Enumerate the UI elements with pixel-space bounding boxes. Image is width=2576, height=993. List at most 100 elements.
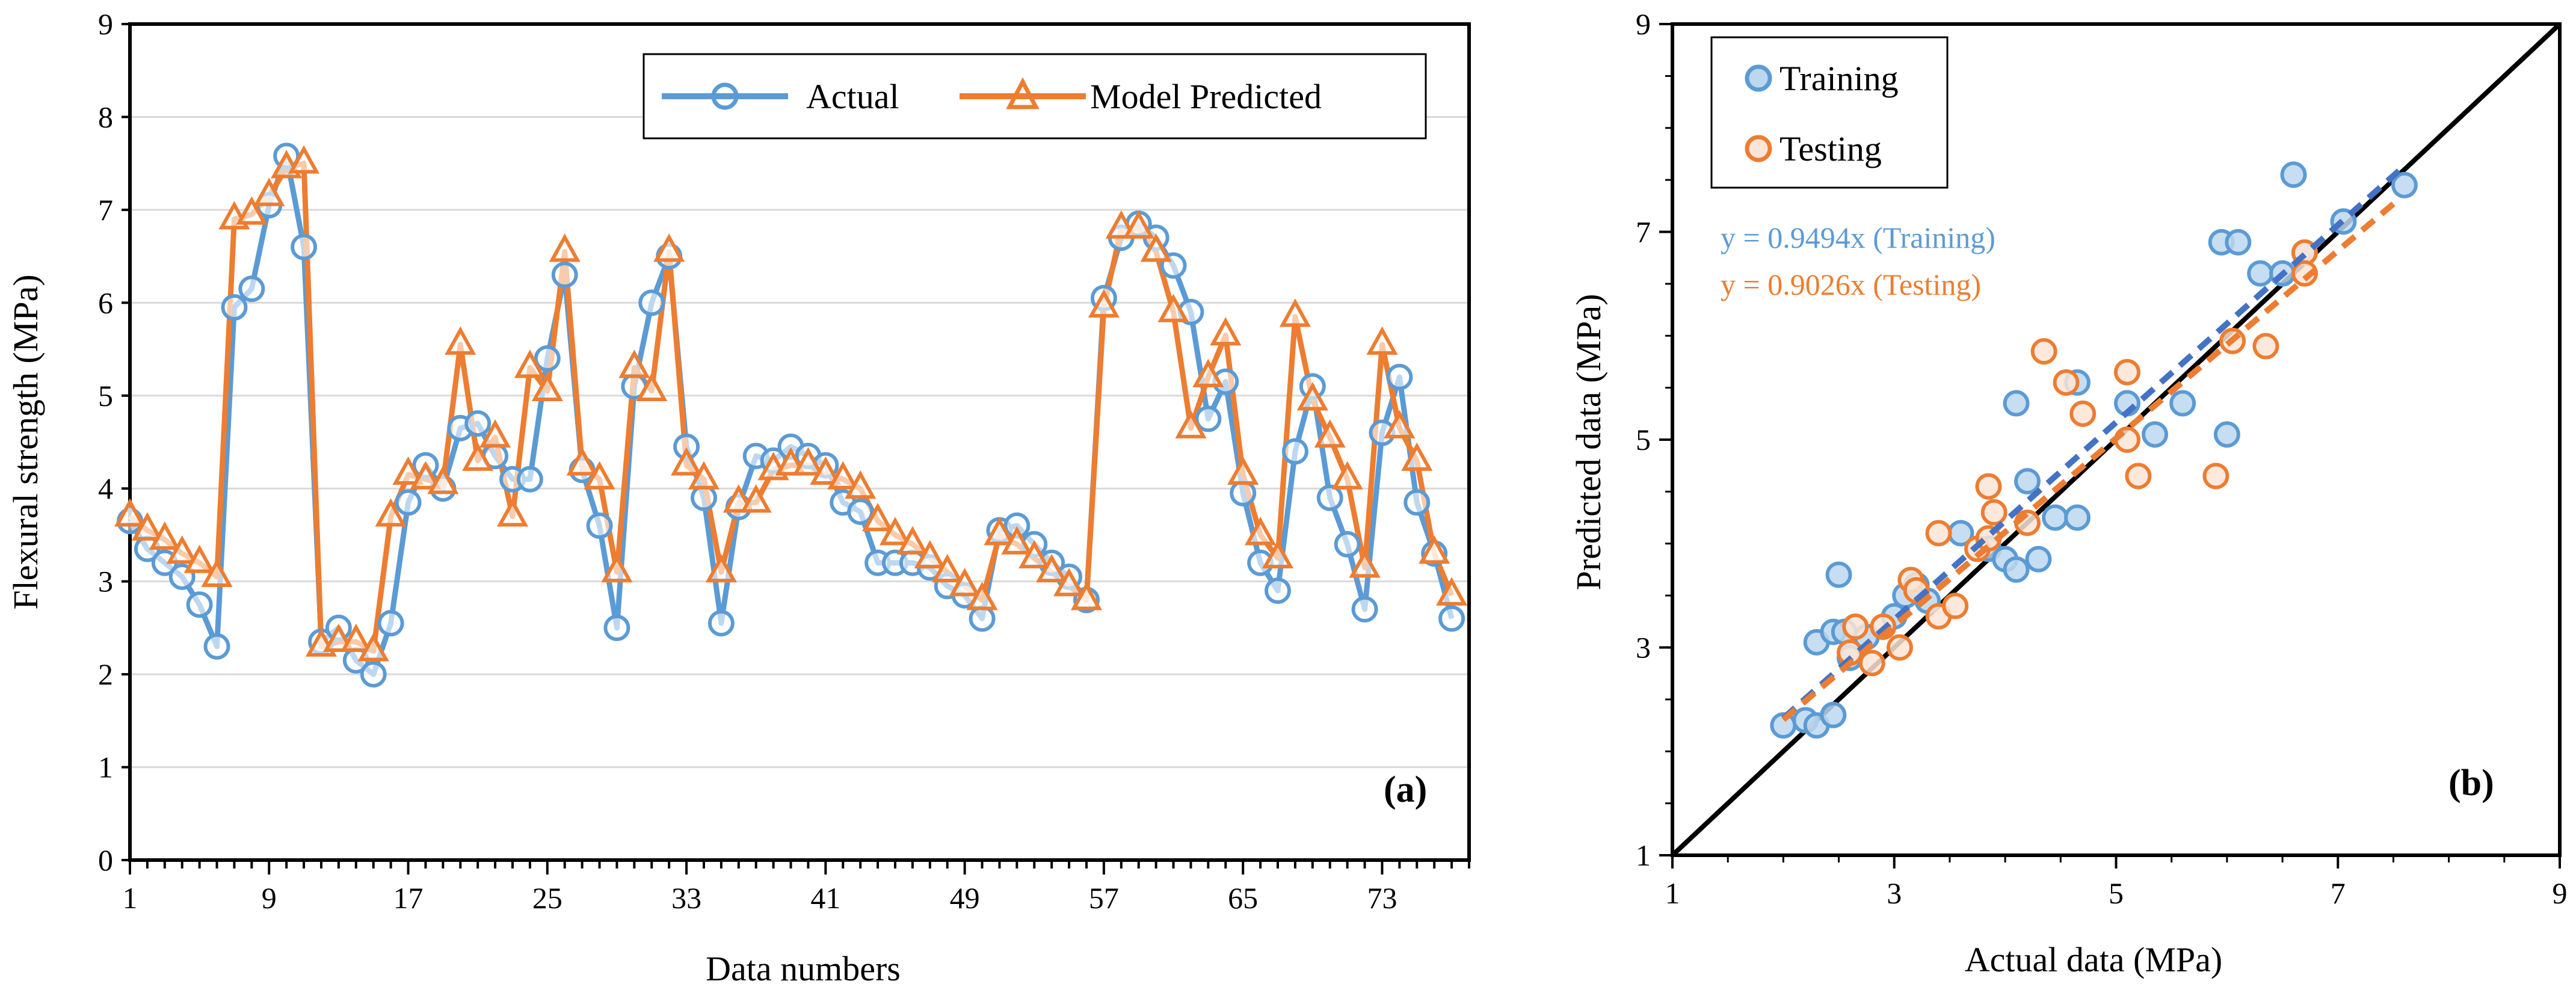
training-point bbox=[2280, 161, 2307, 188]
predicted-point bbox=[949, 568, 981, 597]
panel-a-x-axis-title: Data numbers bbox=[706, 949, 901, 988]
actual-point bbox=[1195, 405, 1222, 432]
y-tick-label: 5 bbox=[1636, 423, 1651, 457]
legend-testing-label: Testing bbox=[1779, 129, 1882, 168]
panel-a-series bbox=[114, 143, 1468, 688]
testing-point bbox=[1975, 473, 2002, 500]
y-tick-label: 3 bbox=[1636, 631, 1651, 665]
actual-point bbox=[377, 610, 404, 637]
predicted-point bbox=[357, 633, 389, 662]
y-tick-label: 4 bbox=[98, 472, 113, 505]
training-point bbox=[2142, 421, 2169, 448]
actual-point bbox=[1230, 479, 1257, 506]
predicted-point bbox=[879, 517, 911, 546]
predicted-point bbox=[1018, 540, 1050, 569]
predicted-point bbox=[375, 498, 407, 527]
y-tick-label: 7 bbox=[1636, 215, 1651, 249]
predicted-point bbox=[531, 372, 563, 402]
testing-point bbox=[2113, 426, 2140, 453]
testing-point bbox=[2202, 463, 2229, 490]
panel-b-ticks: 1 3 5 7 9 1 3 5 7 9 bbox=[1636, 7, 2568, 910]
panel-b: 1 3 5 7 9 1 3 5 7 9 Training Testing y = 0.9494x … bbox=[1569, 7, 2568, 979]
actual-point bbox=[360, 661, 387, 688]
predicted-point bbox=[183, 544, 215, 573]
predicted-point bbox=[636, 372, 668, 402]
training-point bbox=[2247, 260, 2274, 287]
training-point bbox=[1820, 701, 1847, 728]
predicted-point bbox=[1366, 326, 1398, 355]
predicted-point bbox=[201, 558, 233, 587]
y-tick-label: 1 bbox=[98, 751, 113, 784]
actual-point bbox=[1334, 530, 1361, 558]
legend-actual-label: Actual bbox=[806, 77, 899, 116]
testing-point bbox=[1980, 499, 2007, 526]
legend-training-marker bbox=[1745, 64, 1772, 92]
x-tick-label: 5 bbox=[2109, 876, 2124, 910]
actual-point bbox=[1281, 438, 1308, 465]
training-point bbox=[2025, 546, 2052, 573]
y-tick-label: 3 bbox=[98, 565, 113, 598]
predicted-point bbox=[1401, 442, 1433, 471]
x-tick-label: 17 bbox=[393, 881, 424, 915]
predicted-point bbox=[1140, 233, 1172, 262]
actual-point bbox=[221, 294, 248, 321]
y-tick-label: 9 bbox=[1636, 7, 1651, 41]
legend-predicted-marker bbox=[1006, 77, 1040, 109]
panel-b-legend: Training Testing bbox=[1710, 36, 1949, 189]
y-tick-label: 7 bbox=[98, 193, 113, 227]
actual-point bbox=[1404, 489, 1431, 516]
panel-b-label: (b) bbox=[2448, 763, 2494, 804]
testing-point bbox=[2252, 333, 2279, 360]
actual-point bbox=[707, 610, 735, 637]
actual-point bbox=[847, 498, 874, 525]
predicted-point bbox=[1036, 554, 1068, 583]
actual-point bbox=[586, 512, 613, 539]
predicted-point bbox=[705, 554, 737, 583]
actual-point bbox=[238, 275, 265, 303]
y-tick-label: 0 bbox=[98, 843, 113, 877]
predicted-point bbox=[1331, 461, 1363, 490]
predicted-point bbox=[1314, 419, 1346, 448]
x-tick-label: 9 bbox=[262, 881, 277, 915]
predicted-point bbox=[914, 540, 946, 569]
actual-point bbox=[1265, 577, 1291, 604]
predicted-point bbox=[445, 326, 476, 355]
x-tick-label: 3 bbox=[1887, 876, 1902, 910]
panel-b-x-axis-title: Actual data (MPa) bbox=[1965, 940, 2222, 979]
predicted-point bbox=[845, 470, 877, 499]
predicted-point bbox=[896, 526, 928, 555]
testing-point bbox=[1925, 520, 1952, 547]
predicted-point bbox=[566, 447, 598, 476]
predicted-point bbox=[514, 349, 546, 378]
legend-testing-marker bbox=[1745, 135, 1772, 162]
predicted-point bbox=[1279, 298, 1311, 327]
x-tick-label: 73 bbox=[1367, 881, 1397, 915]
x-tick-label: 41 bbox=[810, 881, 840, 915]
testing-point bbox=[2291, 260, 2318, 287]
x-tick-label: 65 bbox=[1228, 881, 1258, 915]
predicted-point bbox=[462, 442, 494, 471]
actual-point bbox=[551, 262, 578, 288]
panel-b-y-axis-title: Predicted data (MPa) bbox=[1569, 294, 1608, 591]
predicted-point bbox=[1157, 294, 1189, 322]
panel-a-label: (a) bbox=[1384, 769, 1427, 810]
actual-point bbox=[969, 605, 996, 632]
predicted-point bbox=[1175, 410, 1207, 438]
testing-point bbox=[2069, 400, 2097, 427]
training-point bbox=[2003, 556, 2030, 583]
testing-point bbox=[2113, 358, 2140, 386]
predicted-point bbox=[1088, 289, 1120, 318]
predicted-point bbox=[584, 461, 615, 490]
predicted-point bbox=[966, 582, 998, 610]
training-point bbox=[2014, 468, 2041, 495]
series-line-actual bbox=[128, 153, 1455, 677]
predicted-point bbox=[340, 623, 372, 653]
panel-a-gridlines bbox=[130, 115, 1469, 769]
predicted-point bbox=[288, 145, 320, 174]
panel-a-plot-frame bbox=[128, 22, 1471, 862]
predicted-point bbox=[931, 554, 963, 583]
y-tick-label: 8 bbox=[98, 100, 113, 134]
